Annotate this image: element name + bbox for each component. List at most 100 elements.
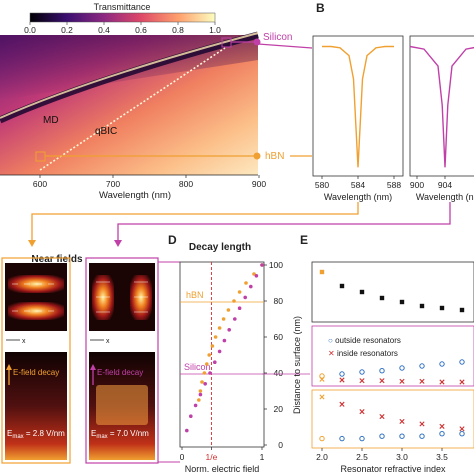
e-bottom-outside-point (419, 433, 425, 439)
e-top-point (459, 307, 465, 313)
e-bottom-inside-point (399, 418, 405, 425)
panel-d: D Decay length hBN Silicon 0 1/e 1 Norm. e… (168, 233, 265, 474)
hbn-field-arrows (12, 283, 54, 312)
e-y-tick-label: 0 (278, 440, 283, 450)
e-top-point (319, 269, 325, 275)
e-bottom-inside-point (419, 421, 425, 427)
decay-point-hbn (207, 353, 211, 357)
decay-label-silicon: Silicon (184, 362, 211, 372)
panel-c: Near fields x E-field decay Emax = 2.8 V… (1, 254, 180, 464)
decay-point-hbn (237, 290, 242, 294)
decay-point-silicon (189, 414, 193, 419)
near-field-silicon-frame (85, 257, 159, 464)
e-bottom-outside-point (459, 431, 465, 437)
e-middle-outside-point (339, 371, 345, 377)
md-band (0, 31, 259, 124)
decay-point-hbn (232, 299, 236, 303)
e-top-point (399, 299, 405, 305)
hbn-dot (253, 152, 261, 160)
decay-point-silicon (249, 284, 253, 289)
decay-point-silicon (222, 338, 227, 343)
decay-point-hbn (200, 380, 204, 384)
e-middle-inside-point (399, 378, 405, 384)
e-middle-inside-point (319, 376, 325, 382)
e-middle-outside-point (399, 365, 405, 371)
e-middle-outside-point (419, 363, 425, 369)
e-y-tick-label: 80 (274, 296, 284, 306)
decay-x-label: Norm. electric field (185, 464, 260, 474)
e-bottom-inside-point (339, 401, 345, 407)
e-bottom-outside-point (319, 435, 325, 442)
e-x-ticks: 2.0 2.5 3.0 3.5 (316, 448, 448, 462)
tag-hbn: hBN (265, 151, 284, 162)
e-bottom-outside-point (379, 433, 385, 439)
decay-point-silicon (237, 306, 242, 311)
e-bottom-inside-point (359, 409, 365, 415)
near-field-hbn-map (5, 263, 67, 331)
e-x-tick-label: 2.5 (356, 452, 368, 462)
silicon-emax-label: Emax = 7.0 V/nm (91, 429, 149, 440)
decay-x-ticks: 0 1/e 1 (180, 447, 265, 462)
hbn-emax-label: Emax = 2.8 V/nm (7, 429, 65, 440)
e-y-tick-label: 100 (269, 260, 283, 270)
map-x-tick-label: 800 (179, 179, 193, 189)
spectrum-left-x-ticks: 580 584 588 (315, 176, 401, 190)
decay-x-tick-label: 1 (260, 452, 265, 462)
e-bottom-frame (311, 389, 474, 449)
silicon-arrow-to-c (117, 202, 451, 242)
hbn-arrow-to-c (31, 202, 359, 242)
decay-point-silicon (203, 382, 207, 386)
hbn-arrow-head (28, 240, 36, 247)
spectrum-hbn-line (322, 45, 394, 168)
map-x-label: Wavelength (nm) (99, 190, 171, 201)
colorbar (29, 12, 216, 23)
decay-point-hbn (213, 335, 218, 339)
e-middle-inside-point (359, 378, 365, 384)
colorbar-title: Transmittance (94, 2, 151, 12)
map-x-tick-label: 600 (33, 179, 47, 189)
decay-point-hbn (221, 317, 226, 321)
e-x-tick-label: 2.0 (316, 452, 328, 462)
silicon-resonator-left (92, 275, 114, 320)
near-field-hbn-decay-map (5, 352, 67, 460)
e-middle-inside-point (459, 379, 465, 385)
e-top-point (419, 303, 425, 309)
decay-point-silicon (260, 263, 264, 267)
decay-point-hbn (217, 326, 222, 330)
decay-point-silicon (213, 360, 217, 365)
e-middle-outside-point (319, 373, 325, 379)
e-top-point (359, 289, 365, 295)
decay-point-hbn (197, 398, 201, 402)
spectrum-right-x-tick-label: 904 (438, 180, 452, 190)
e-bottom-outside-point (399, 433, 405, 439)
silicon-field-arrows (96, 281, 148, 313)
tag-silicon: Silicon (263, 32, 292, 43)
e-bottom-outside-point (339, 435, 345, 442)
decay-point-hbn (205, 362, 209, 366)
e-bottom-outside-point (359, 435, 365, 442)
panel-a: Transmittance 0.0 0.2 0.4 0.6 0.8 1.0 MD qBIC… (0, 2, 313, 201)
decay-plot-frame (179, 261, 265, 448)
silicon-efield-label: E-field decay (97, 368, 143, 377)
decay-length-title: Decay length (189, 242, 251, 253)
e-middle-outside-point (459, 359, 465, 365)
e-y-tick-label: 40 (274, 368, 284, 378)
spectrum-left-x-tick-label: 580 (315, 180, 329, 190)
e-y-tick-label: 60 (274, 332, 284, 342)
e-middle-frame (311, 325, 474, 387)
hbn-x-axis-label: x (22, 338, 26, 345)
decay-points (185, 263, 264, 433)
decay-x-tick-label: 1/e (206, 452, 218, 462)
e-bottom-inside-point (459, 426, 465, 432)
near-fields-title: Near fields (31, 254, 83, 265)
colorbar-tick-label: 0.6 (135, 25, 147, 35)
hbn-decay-arrowhead (6, 364, 12, 370)
e-middle-outside-point (359, 369, 365, 375)
spectrum-right-x-ticks: 900 904 (410, 176, 452, 190)
md-band-edge (0, 32, 259, 119)
decay-point-silicon (185, 428, 189, 433)
panel-letter-d: D (168, 233, 177, 247)
decay-point-hbn (226, 308, 231, 312)
e-top-point (439, 305, 445, 311)
silicon-arrow-head (114, 240, 122, 247)
